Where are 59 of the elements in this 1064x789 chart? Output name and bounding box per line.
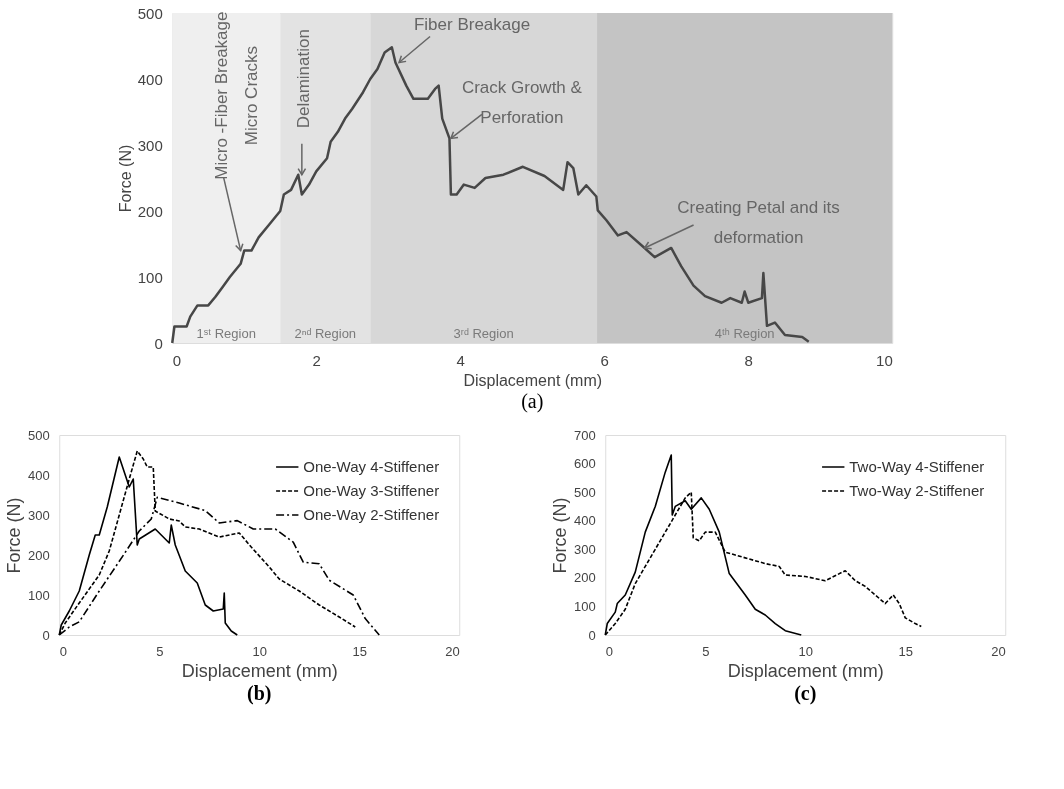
text: (b)	[247, 682, 272, 705]
x-tick-label: 20	[445, 643, 460, 659]
legend-label: One-Way 4-Stiffener	[303, 458, 440, 475]
x-tick-label: 2	[312, 351, 321, 369]
annotation: Crack Growth & Perforation	[461, 78, 583, 128]
y-tick-label: 700	[574, 427, 596, 443]
y-tick-label: 300	[137, 136, 163, 154]
legend-label: One-Way 3-Stiffener	[303, 482, 440, 499]
y-axis-title: Force (N)	[550, 497, 571, 574]
x-tick-label: 15	[352, 643, 367, 659]
x-tick-label: 8	[744, 351, 753, 369]
y-axis-title: Force (N)	[116, 144, 134, 213]
annotation: Fiber Breakage	[413, 14, 531, 34]
y-tick-label: 400	[137, 70, 163, 88]
band-label: 2ⁿᵈ Region	[294, 326, 357, 341]
y-tick-label: 0	[42, 627, 50, 643]
x-tick-label: 10	[798, 643, 813, 659]
y-tick-label: 100	[137, 268, 163, 286]
y-axis-title: Force (N)	[4, 497, 25, 574]
y-tick-label: 200	[574, 570, 596, 586]
x-tick-label: 0	[605, 643, 613, 659]
x-tick-label: 10	[252, 643, 267, 659]
y-tick-label: 200	[137, 202, 163, 220]
legend-label: Two-Way 4-Stiffener	[849, 458, 985, 475]
y-tick-label: 600	[574, 456, 596, 472]
x-tick-label: 4	[456, 351, 465, 369]
y-tick-label: 200	[28, 547, 50, 563]
y-tick-label: 0	[588, 627, 596, 643]
x-tick-label: 10	[876, 351, 893, 369]
x-tick-label: 0	[59, 643, 67, 659]
x-axis-title: Displacement (mm)	[727, 660, 884, 681]
band-label: 1ˢᵗ Region	[196, 326, 256, 341]
y-tick-label: 500	[28, 427, 50, 443]
band-label: 4ᵗʰ Region	[714, 326, 775, 341]
annotation: Delamination	[293, 29, 313, 129]
y-tick-label: 500	[574, 484, 596, 500]
y-tick-label: 100	[574, 598, 596, 614]
x-tick-label: 15	[898, 643, 913, 659]
x-tick-label: 20	[991, 643, 1006, 659]
x-axis-title: Displacement (mm)	[463, 371, 603, 389]
x-tick-label: 6	[600, 351, 609, 369]
y-tick-label: 300	[574, 541, 596, 557]
legend-label: Two-Way 2-Stiffener	[849, 482, 985, 499]
x-tick-label: 5	[156, 643, 164, 659]
y-tick-label: 0	[154, 334, 163, 352]
text: (c)	[794, 682, 817, 705]
band-label: 3ʳᵈ Region	[453, 326, 514, 341]
annotation: Micro -Fiber Breakage Micro Cracks	[211, 11, 261, 180]
text: (a)	[521, 390, 544, 413]
annotation: Creating Petal and its deformation	[677, 197, 840, 247]
x-axis-title: Displacement (mm)	[181, 660, 338, 681]
y-tick-label: 100	[28, 587, 50, 603]
x-tick-label: 0	[172, 351, 182, 369]
y-tick-label: 400	[28, 467, 50, 483]
x-tick-label: 5	[702, 643, 710, 659]
y-tick-label: 300	[28, 507, 50, 523]
y-tick-label: 400	[574, 513, 596, 529]
legend-label: One-Way 2-Stiffener	[303, 506, 440, 523]
y-tick-label: 500	[137, 4, 163, 22]
